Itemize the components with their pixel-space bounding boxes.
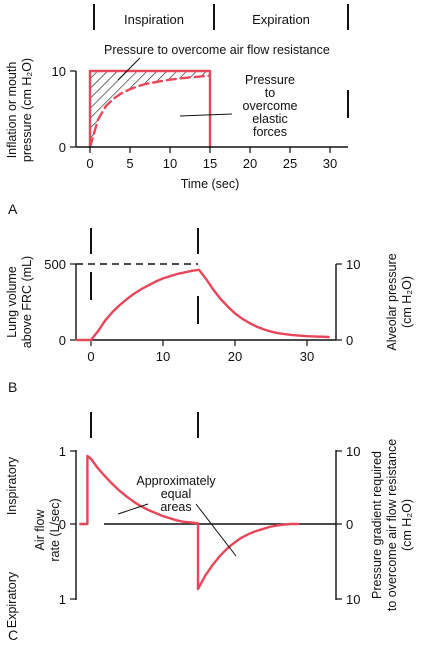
- y-axis-label-line2: pressure (cm H₂O): [20, 58, 34, 162]
- x-tick-label-10: 10: [163, 156, 177, 171]
- annotation-elastic-4: elastic: [252, 112, 287, 126]
- y-right-label-line2: (cm H₂O): [400, 276, 414, 328]
- air-flow-line: [79, 454, 300, 591]
- y-left-tick-label-c-bottom: 1: [59, 592, 66, 607]
- y-right-tick-label-c-zero: 0: [346, 517, 353, 532]
- y-left-tick-label-0: 0: [59, 333, 66, 348]
- x-ticks: [89, 147, 331, 153]
- lung-volume-line: [75, 268, 330, 342]
- inflation-pressure-line: [88, 69, 212, 149]
- x-tick-label-0: 0: [86, 156, 93, 171]
- x-axis-label: Time (sec): [181, 177, 240, 191]
- y-right-label-line1: Alveolar pressure: [385, 253, 399, 350]
- annotation-equal-areas-3: areas: [160, 500, 191, 514]
- panel-label-c: C: [8, 627, 18, 643]
- annotation-resistance: Pressure to overcome air flow resistance: [104, 43, 330, 57]
- y-axis-label-line1: Inflation or mouth: [5, 62, 19, 159]
- x-tick-label-25: 25: [283, 156, 297, 171]
- y-left-label-line1: Lung volume: [5, 266, 19, 338]
- x-tick-label-30: 30: [323, 156, 337, 171]
- y-label-expiratory: Expiratory: [5, 571, 19, 628]
- y-right-tick-label-0: 0: [346, 333, 353, 348]
- y-right-tick-label-10: 10: [346, 257, 360, 272]
- y-right-label-c-line3: (cm H₂O): [400, 499, 414, 551]
- annotation-elastic-5: forces: [253, 125, 287, 139]
- panel-label-a: A: [8, 201, 18, 217]
- y-left-label-line2: above FRC (mL): [20, 256, 34, 348]
- y-left-label-c-line1: Air flow: [33, 509, 47, 551]
- annotation-elastic-1: Pressure: [245, 73, 295, 87]
- annotation-pointer-inspiratory: [117, 503, 149, 515]
- phase-inspiration-label: Inspiration: [124, 12, 184, 27]
- panel-b: 500 0 10 0 0 10 20 30 Lung volume above …: [5, 228, 414, 395]
- x-tick-label-5: 5: [126, 156, 133, 171]
- y-tick-label-0: 0: [59, 140, 66, 155]
- y-right-label-c-line1: Pressure gradient required: [370, 451, 384, 599]
- annotation-elastic-3: overcome: [243, 99, 298, 113]
- panel-label-b: B: [8, 379, 17, 395]
- panel-c: 1 0 1 10 0 10 Approximately equal areas …: [5, 412, 414, 643]
- x-tick-label-20: 20: [243, 156, 257, 171]
- y-right-tick-label-c-top: 10: [346, 444, 360, 459]
- y-left-label-c-line2: rate (L/sec): [48, 498, 62, 561]
- y-left-tick-label-500: 500: [44, 257, 66, 272]
- annotation-equal-areas-1: Approximately: [136, 474, 216, 488]
- phase-expiration-label: Expiration: [252, 12, 310, 27]
- y-tick-label-10: 10: [52, 64, 66, 79]
- x-tick-label-b-20: 20: [228, 349, 242, 364]
- x-tick-label-b-0: 0: [87, 349, 94, 364]
- annotation-elastic-2: to: [265, 86, 275, 100]
- elastic-pressure-line: [88, 74, 212, 149]
- annotation-pointer-expiratory: [195, 503, 237, 557]
- panel-a: Inspiration Expiration 10 0 0 5 10 15 20…: [5, 4, 349, 217]
- y-left-tick-label-c-zero: 0: [59, 517, 66, 532]
- annotation-resistance-pointer: [117, 57, 141, 81]
- annotation-elastic-pointer: [179, 113, 233, 117]
- resistance-hatched-area: [90, 71, 210, 147]
- x-tick-label-15: 15: [203, 156, 217, 171]
- y-right-label-c-line2: to overcome air flow resistance: [385, 439, 399, 611]
- y-right-tick-label-c-bottom: 10: [346, 592, 360, 607]
- annotation-equal-areas-2: equal: [161, 487, 192, 501]
- x-tick-label-b-10: 10: [156, 349, 170, 364]
- x-tick-label-b-30: 30: [300, 349, 314, 364]
- y-left-tick-label-c-top: 1: [59, 444, 66, 459]
- y-label-inspiratory: Inspiratory: [5, 456, 19, 515]
